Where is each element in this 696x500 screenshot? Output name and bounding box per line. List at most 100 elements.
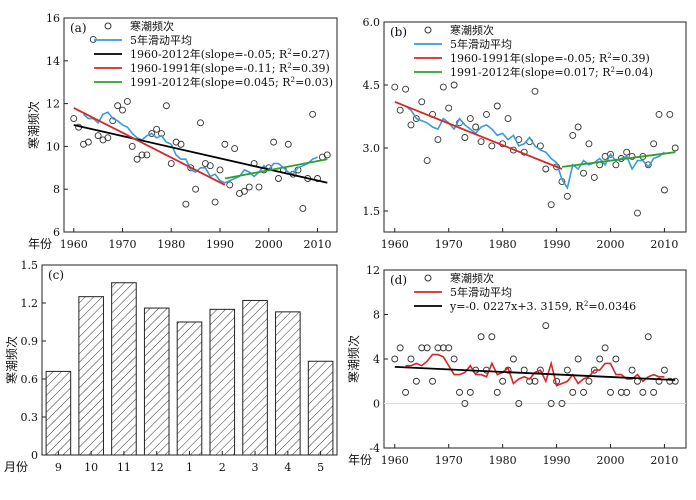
data-point bbox=[104, 134, 112, 142]
y-tick-label: 1.2 bbox=[21, 297, 39, 310]
data-point bbox=[509, 355, 517, 363]
data-point bbox=[628, 152, 636, 160]
data-point bbox=[70, 115, 78, 123]
data-point bbox=[138, 151, 146, 159]
data-point bbox=[488, 333, 496, 341]
data-point bbox=[270, 138, 278, 146]
x-tick-label: 1960 bbox=[381, 454, 409, 467]
data-point bbox=[558, 400, 566, 407]
panel-a: (a) 6 8 10 12 14 16 寒潮频次 1960 1970 1980 1990 2000 201… bbox=[26, 12, 338, 251]
x-tick-label: 2010 bbox=[650, 454, 678, 467]
y-tick-label: 1.5 bbox=[363, 205, 381, 218]
y-tick-label: 6 bbox=[53, 226, 60, 239]
data-point bbox=[255, 183, 263, 191]
data-point bbox=[231, 145, 239, 152]
data-point bbox=[412, 115, 420, 123]
data-point bbox=[143, 151, 151, 159]
x-tick-label: 1960 bbox=[60, 238, 88, 251]
data-point bbox=[655, 377, 663, 385]
data-point bbox=[472, 123, 480, 131]
data-point bbox=[197, 119, 204, 127]
x-axis-label: 年份 bbox=[28, 237, 52, 251]
data-point bbox=[391, 355, 399, 363]
data-point bbox=[245, 183, 253, 191]
y-tick-label: -4 bbox=[369, 442, 380, 455]
data-point bbox=[590, 173, 598, 181]
data-point bbox=[206, 162, 214, 170]
y-axis-label: 寒潮频次 bbox=[26, 101, 41, 149]
data-point bbox=[119, 106, 126, 114]
bar bbox=[209, 308, 236, 456]
data-point bbox=[429, 377, 436, 385]
data-point bbox=[192, 185, 200, 193]
data-point bbox=[488, 142, 496, 150]
bar bbox=[111, 282, 137, 456]
y-tick-label: 0.6 bbox=[21, 373, 39, 386]
bar bbox=[143, 307, 170, 456]
data-point bbox=[423, 157, 431, 165]
data-point bbox=[655, 110, 663, 118]
data-point bbox=[563, 366, 571, 374]
x-tick-label: 4 bbox=[284, 461, 291, 474]
data-point bbox=[434, 344, 442, 352]
data-point bbox=[623, 148, 631, 156]
bar bbox=[176, 321, 203, 456]
trend-line bbox=[73, 124, 328, 184]
x-axis-label: 年份 bbox=[348, 453, 372, 467]
x-tick-label: 5 bbox=[317, 461, 324, 474]
data-point bbox=[167, 160, 175, 167]
data-point bbox=[628, 366, 636, 374]
data-point bbox=[660, 186, 668, 194]
legend-label: 5年滑动平均 bbox=[450, 37, 512, 51]
data-point bbox=[601, 344, 609, 352]
y-tick-label: 0.9 bbox=[21, 335, 39, 348]
data-point bbox=[123, 98, 131, 105]
bar bbox=[307, 360, 334, 456]
data-point bbox=[445, 344, 453, 352]
x-tick-label: 1990 bbox=[206, 238, 234, 251]
data-point bbox=[450, 81, 458, 89]
data-point bbox=[547, 201, 555, 209]
data-point bbox=[221, 140, 229, 148]
data-point bbox=[612, 355, 620, 363]
data-point bbox=[445, 104, 453, 112]
x-tick-label: 1990 bbox=[543, 454, 571, 467]
y-tick-label: 16 bbox=[46, 12, 60, 25]
data-point bbox=[477, 333, 485, 341]
data-point bbox=[531, 87, 539, 95]
data-point bbox=[617, 388, 625, 396]
moving-average-line bbox=[405, 353, 665, 387]
x-axis-label: 月份 bbox=[4, 460, 28, 474]
x-tick-label: 11 bbox=[117, 461, 131, 474]
data-point bbox=[650, 140, 658, 148]
trend-line bbox=[224, 158, 328, 180]
data-point bbox=[418, 344, 426, 352]
data-point bbox=[407, 355, 415, 363]
data-point bbox=[666, 377, 674, 385]
data-point bbox=[240, 187, 248, 195]
data-point bbox=[182, 200, 190, 208]
y-tick-label: 14 bbox=[46, 55, 60, 68]
x-tick-label: 1990 bbox=[543, 238, 571, 251]
data-point bbox=[434, 136, 442, 144]
plot-frame bbox=[383, 21, 687, 233]
data-point bbox=[671, 377, 679, 385]
data-point bbox=[569, 388, 577, 396]
y-tick-label: 8 bbox=[373, 309, 380, 322]
legend-label: 1960-1991年(slope=-0.05; R2=0.39) bbox=[450, 51, 650, 66]
y-axis-label: 寒潮频次 bbox=[346, 335, 361, 383]
data-point bbox=[439, 344, 447, 352]
data-point bbox=[607, 388, 614, 396]
data-point bbox=[396, 106, 404, 114]
bar bbox=[45, 370, 72, 456]
legend-label: 寒潮频次 bbox=[130, 19, 174, 33]
data-point bbox=[623, 388, 631, 396]
x-tick-label: 1 bbox=[186, 461, 193, 474]
data-point bbox=[493, 388, 501, 396]
data-point bbox=[177, 140, 185, 148]
y-tick-label: 0 bbox=[31, 449, 38, 462]
data-point bbox=[84, 138, 92, 146]
bar bbox=[275, 311, 301, 456]
data-point bbox=[515, 400, 523, 407]
